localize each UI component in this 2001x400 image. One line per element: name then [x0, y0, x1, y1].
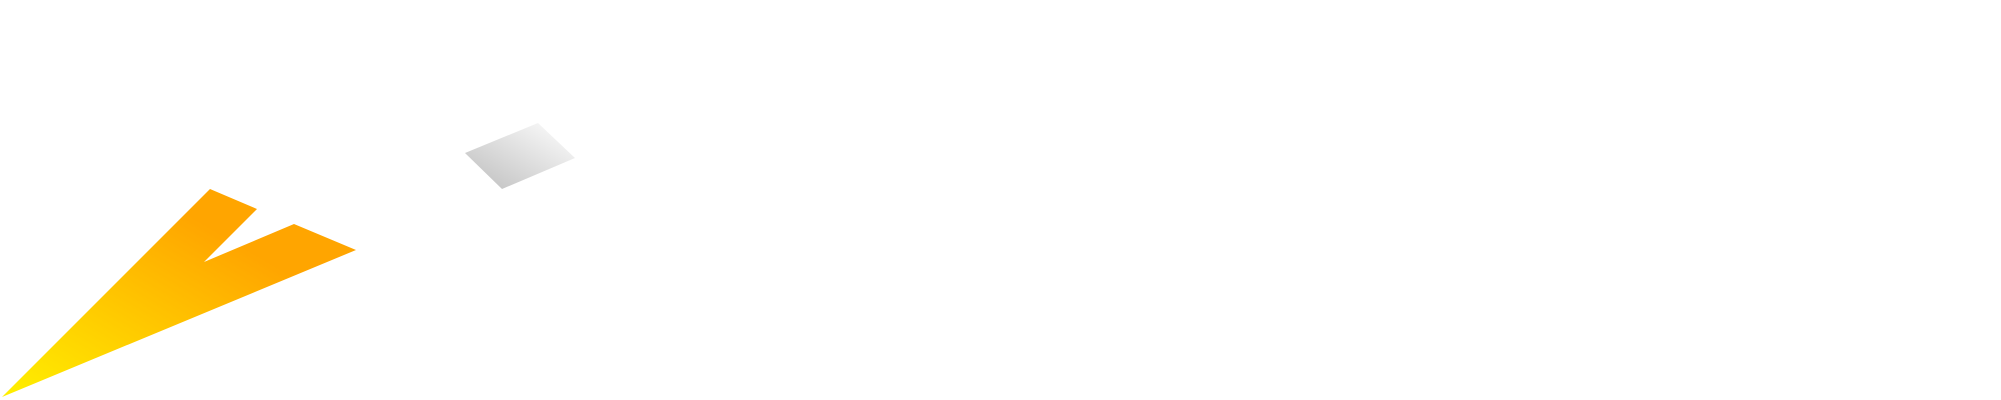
lightning-bolt-icon — [2, 189, 356, 397]
gray-parallelogram-accent-icon — [465, 123, 575, 189]
